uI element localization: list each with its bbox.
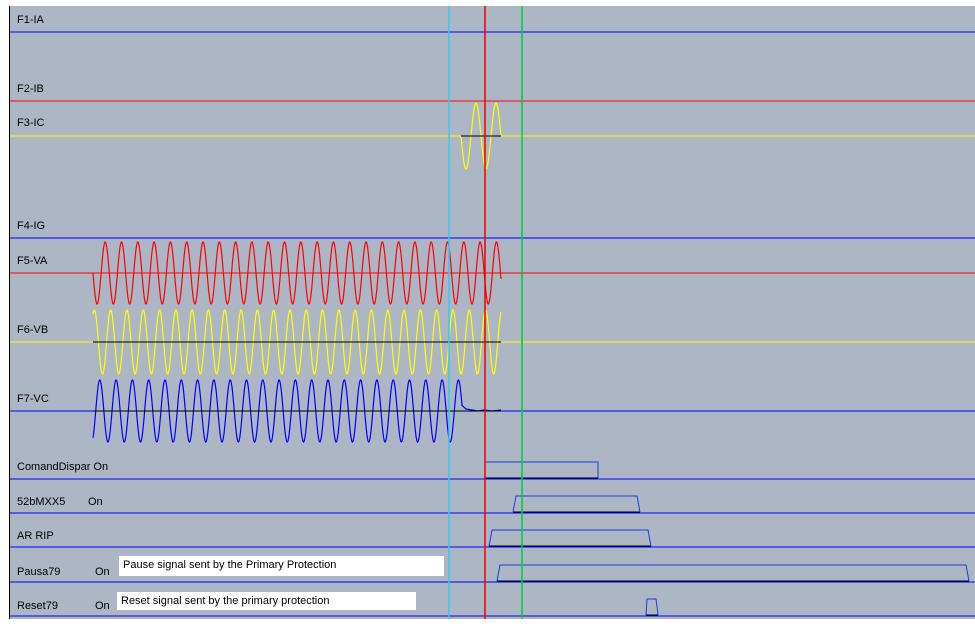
digital-label-comanddispar: ComandDispar On [17, 461, 109, 473]
digital-label-pausa79: Pausa79 [17, 566, 61, 578]
waveform-f5-va [92, 241, 502, 305]
channel-label-f7-vc: F7-VC [17, 393, 49, 405]
digital-label-ar-rip: AR RIP [17, 530, 54, 542]
digital-state-reset79: On [95, 600, 110, 612]
channel-label-f5-va: F5-VA [17, 255, 48, 267]
annotation-pause-note[interactable]: Pause signal sent by the Primary Protect… [119, 556, 444, 576]
plot-area [9, 6, 975, 619]
annotation-reset-note[interactable]: Reset signal sent by the primary protect… [117, 592, 416, 610]
waveform-f7-vc [92, 379, 502, 443]
channel-label-f3-ic: F3-IC [17, 117, 45, 129]
pulse-pausa79 [496, 564, 970, 582]
digital-label-52bmxx5: 52bMXX5 [17, 496, 66, 508]
channel-label-f2-ib: F2-IB [17, 83, 44, 95]
pulse-52bmxx5 [512, 495, 641, 513]
channel-label-f1-ia: F1-IA [17, 14, 44, 26]
digital-state-52bmxx5: On [88, 496, 103, 508]
digital-state-pausa79: On [95, 566, 110, 578]
channel-label-f6-vb: F6-VB [17, 324, 49, 336]
pulse-ar-rip [488, 529, 652, 547]
pulse-comanddispar [484, 461, 599, 478]
waveform-f6-vb [92, 309, 502, 375]
digital-label-reset79: Reset79 [17, 600, 58, 612]
channel-label-f4-ig: F4-IG [17, 220, 46, 232]
plot-left-border [9, 6, 10, 619]
pulse-reset79 [645, 598, 659, 616]
